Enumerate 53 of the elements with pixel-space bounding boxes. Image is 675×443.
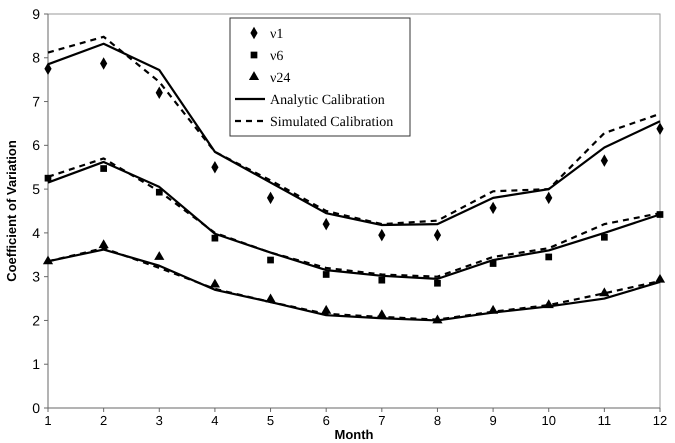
x-tick-label: 2 xyxy=(100,413,108,428)
x-tick-label: 1 xyxy=(44,413,52,428)
y-axis-title: Coefficient of Variation xyxy=(4,140,19,282)
y-tick-label: 2 xyxy=(32,312,40,328)
x-tick-label: 6 xyxy=(322,413,330,428)
point xyxy=(210,278,220,288)
legend-label: ν1 xyxy=(270,26,284,42)
y-tick-label: 5 xyxy=(32,181,40,198)
point xyxy=(434,280,441,287)
legend-label: ν24 xyxy=(270,70,290,86)
x-tick-label: 4 xyxy=(211,413,219,428)
x-tick-label: 7 xyxy=(378,413,386,428)
point xyxy=(156,188,163,196)
point xyxy=(212,234,218,242)
x-tick-label: 11 xyxy=(598,413,612,428)
point xyxy=(656,211,664,218)
point xyxy=(432,314,443,324)
legend-label: ν6 xyxy=(270,48,284,64)
point xyxy=(100,165,107,172)
point xyxy=(488,304,498,314)
x-tick-label: 9 xyxy=(489,413,497,428)
y-tick-label: 3 xyxy=(32,268,40,285)
x-tick-label: 12 xyxy=(652,413,668,428)
point xyxy=(154,251,164,260)
point xyxy=(267,256,274,264)
y-tick-label: 0 xyxy=(32,400,40,416)
point xyxy=(98,239,109,248)
x-tick-label: 5 xyxy=(266,413,274,428)
point xyxy=(599,287,610,296)
y-tick-label: 1 xyxy=(32,356,40,372)
legend-label: Analytic Calibration xyxy=(270,92,385,108)
point xyxy=(44,174,52,182)
point xyxy=(265,294,276,302)
y-tick-label: 6 xyxy=(32,137,40,154)
y-tick-label: 9 xyxy=(32,6,40,22)
point xyxy=(544,299,554,308)
point xyxy=(654,274,666,283)
x-tick-label: 3 xyxy=(156,413,163,428)
point xyxy=(490,260,496,267)
point xyxy=(378,276,386,284)
point xyxy=(322,271,330,278)
point xyxy=(321,304,332,314)
y-tick-label: 8 xyxy=(32,50,40,66)
x-tick-label: 8 xyxy=(434,413,442,428)
point xyxy=(42,255,54,264)
legend-label: Simulated Calibration xyxy=(270,114,394,130)
point xyxy=(376,309,387,318)
x-axis-title: Month xyxy=(334,427,374,442)
point xyxy=(601,234,608,241)
point xyxy=(545,254,552,260)
y-tick-label: 7 xyxy=(32,93,40,110)
y-tick-label: 4 xyxy=(32,224,40,241)
x-tick-label: 10 xyxy=(541,413,556,428)
